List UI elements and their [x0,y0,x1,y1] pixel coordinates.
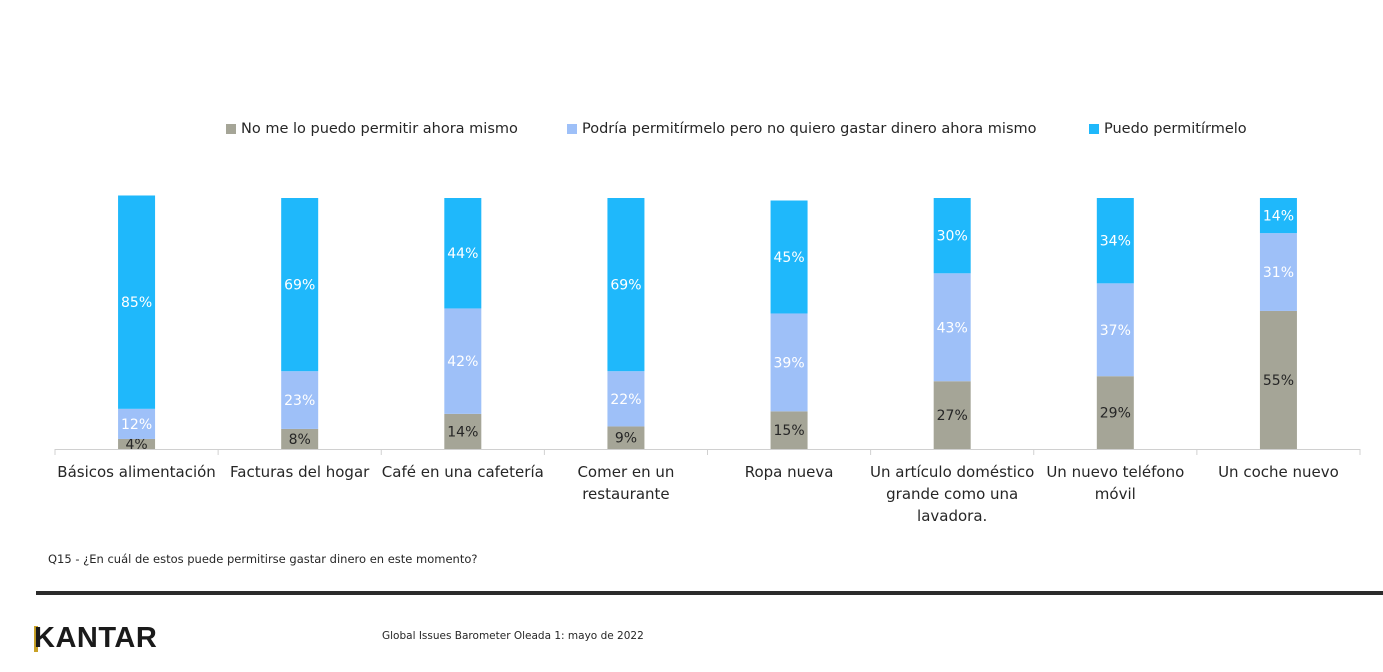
x-tick-label: grande como una [886,485,1018,503]
bar-segment-could-afford [1096,283,1134,377]
data-label: 12% [121,417,152,433]
x-tick-label: Ropa nueva [745,463,834,481]
data-label: 23% [284,393,315,409]
question-text: Q15 - ¿En cuál de estos puede permitirse… [48,552,478,566]
bar-segment-can-afford [933,198,971,274]
data-label: 69% [284,278,315,294]
legend-swatch-could-afford [567,124,577,134]
legend-item-could-afford: Podría permitírmelo pero no quiero gasta… [567,121,1037,137]
bar-segment-could-afford [607,371,645,427]
data-label: 9% [615,431,637,447]
bar-segment-can-afford [607,198,645,372]
data-label: 39% [774,355,805,371]
bar-segment-could-afford [933,273,971,382]
bar-segment-cannot-afford [1096,376,1134,449]
bar-segment-cannot-afford [444,413,482,449]
legend-item-cannot-afford: No me lo puedo permitir ahora mismo [226,121,518,137]
bar-segment-cannot-afford [118,438,156,449]
data-label: 85% [121,295,152,311]
bar-segment-can-afford [281,198,319,372]
bar-segment-can-afford [1096,198,1134,284]
bar-segment-can-afford [1259,198,1297,234]
data-label: 42% [447,354,478,370]
data-label: 22% [610,392,641,408]
bar-segment-cannot-afford [281,428,319,449]
legend-label-cannot-afford: No me lo puedo permitir ahora mismo [241,121,518,137]
x-tick-label: Un coche nuevo [1218,463,1339,481]
bar-segment-cannot-afford [933,381,971,449]
data-label: 45% [774,250,805,266]
x-tick-label: Comer en un [577,463,674,481]
legend-label-can-afford: Puedo permitírmelo [1104,121,1247,137]
bar-segment-could-afford [444,308,482,414]
bar-segment-could-afford [281,371,319,429]
x-tick-label: lavadora. [917,507,987,525]
data-label: 8% [289,432,311,448]
x-tick-label: restaurante [582,485,669,503]
footer-divider [36,591,1383,595]
x-tick-label: móvil [1095,485,1136,503]
bar-segment-could-afford [770,313,808,412]
data-label: 37% [1100,323,1131,339]
x-tick-label: Un artículo doméstico [870,463,1034,481]
data-label: 4% [125,437,147,453]
x-tick-label: Básicos alimentación [57,463,216,481]
data-label: 34% [1100,234,1131,250]
bar-segment-can-afford [444,198,482,309]
bar-segment-could-afford [1259,233,1297,311]
data-label: 30% [937,229,968,245]
legend-swatch-cannot-afford [226,124,236,134]
kantar-logo-mark [34,626,38,652]
x-tick-label: Facturas del hogar [230,463,370,481]
bar-segment-cannot-afford [770,411,808,449]
x-tick-label: Café en una cafetería [382,463,544,481]
stacked-bar-chart: 4% 12% 85% Básicos alimentación 8% 23% 69% Fact… [54,195,1361,525]
bar-segment-cannot-afford [607,426,645,449]
chart-legend: No me lo puedo permitir ahora mismo Podr… [0,121,1383,143]
bar-segment-could-afford [118,408,156,439]
bar-segment-can-afford [118,195,156,409]
data-label: 43% [937,320,968,336]
kantar-logo: KANTAR [34,622,158,654]
x-tick-label: Un nuevo teléfono [1046,463,1184,481]
legend-swatch-can-afford [1089,124,1099,134]
data-label: 44% [447,246,478,262]
data-label: 69% [610,278,641,294]
bar-segment-can-afford [770,200,808,314]
data-label: 14% [447,424,478,440]
bar-segment-cannot-afford [1259,310,1297,449]
data-label: 29% [1100,406,1131,422]
data-label: 31% [1263,265,1294,281]
data-label: 14% [1263,209,1294,225]
data-label: 15% [774,423,805,439]
legend-label-could-afford: Podría permitírmelo pero no quiero gasta… [582,121,1037,137]
legend-item-can-afford: Puedo permitírmelo [1089,121,1247,137]
data-label: 55% [1263,373,1294,389]
data-label: 27% [937,408,968,424]
source-note: Global Issues Barometer Oleada 1: mayo d… [382,630,644,642]
